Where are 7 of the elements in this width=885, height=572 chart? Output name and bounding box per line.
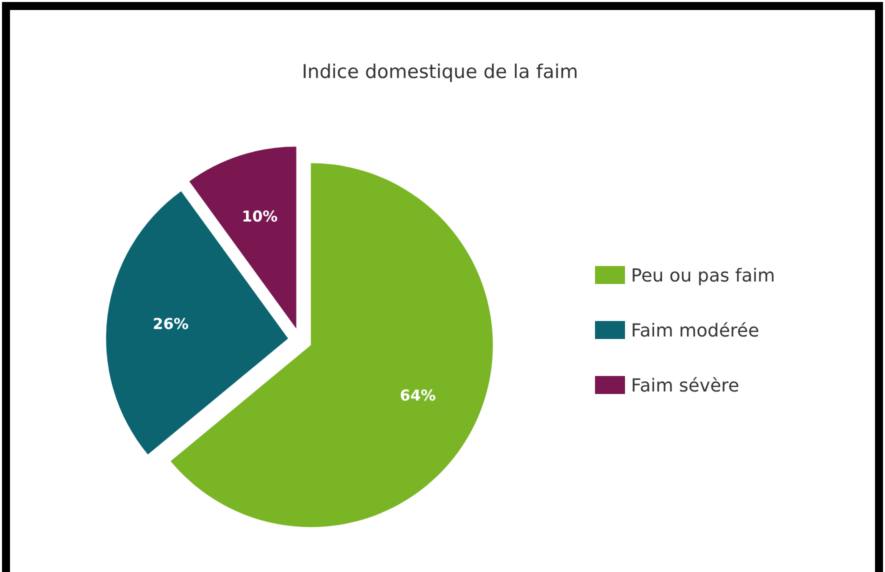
data-label: 26% [152, 314, 189, 333]
legend-label: Faim sévère [631, 375, 740, 396]
legend-label: Peu ou pas faim [631, 265, 776, 286]
data-label: 64% [400, 386, 436, 405]
chart-title: Indice domestique de la faim [302, 61, 578, 83]
legend-label: Faim modérée [631, 320, 760, 342]
data-label: 10% [242, 207, 278, 226]
